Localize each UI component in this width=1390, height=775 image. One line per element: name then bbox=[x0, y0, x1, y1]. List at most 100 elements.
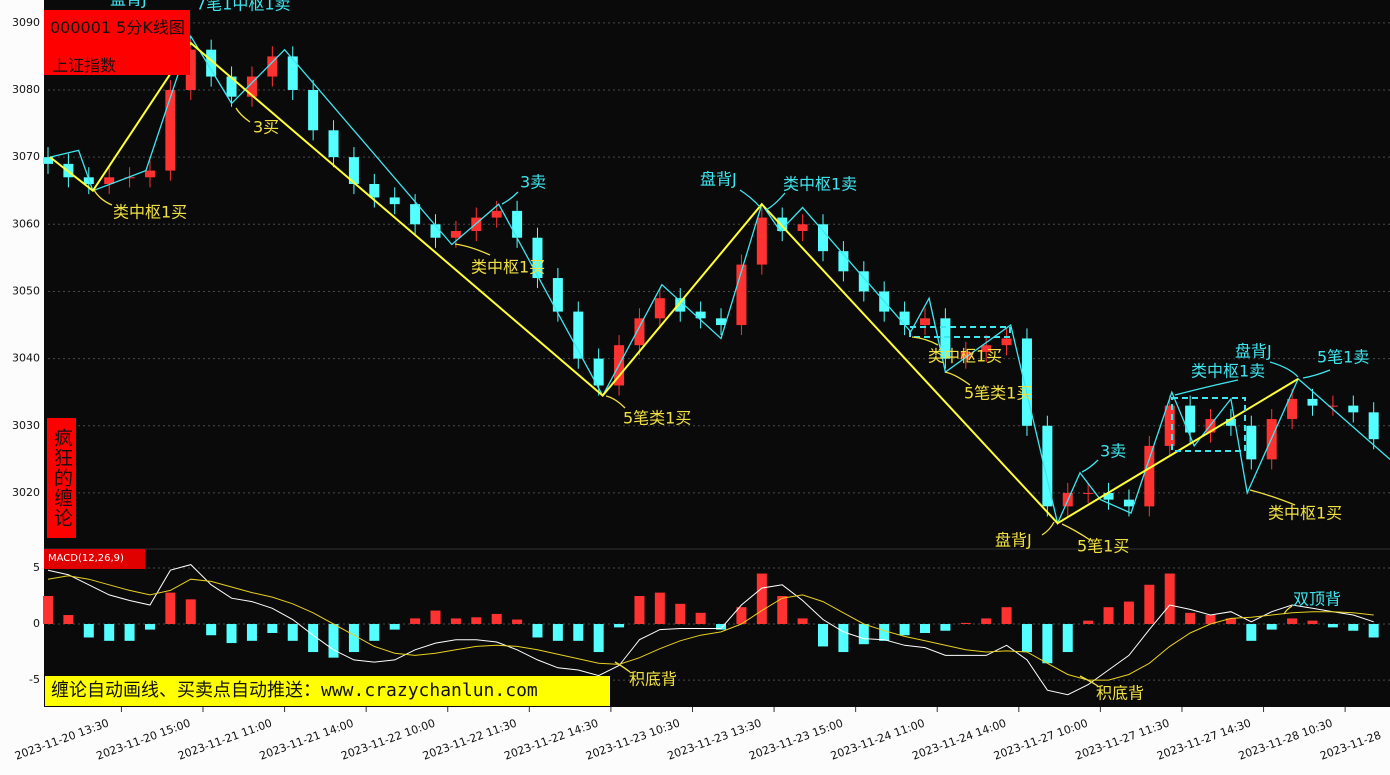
candle-body bbox=[308, 89, 319, 131]
candle-body bbox=[1083, 492, 1094, 494]
candle-body bbox=[104, 177, 115, 185]
candle-body bbox=[1368, 412, 1379, 440]
candle-body bbox=[1246, 425, 1257, 460]
candle-body bbox=[1327, 405, 1338, 407]
x-tick-label: 2023-11-28 bbox=[1318, 729, 1383, 763]
macd-bar bbox=[165, 592, 176, 625]
candle-body bbox=[960, 351, 971, 359]
candle-body bbox=[818, 224, 829, 252]
annotation: 积底背 bbox=[1096, 684, 1144, 703]
candle-body bbox=[124, 177, 135, 179]
macd-bar bbox=[675, 603, 686, 625]
arrow bbox=[765, 192, 786, 211]
macd-bar bbox=[654, 592, 665, 625]
macd-bar bbox=[981, 618, 992, 625]
candle-body bbox=[267, 56, 278, 77]
arrow bbox=[1081, 459, 1099, 473]
candle-body bbox=[1103, 492, 1114, 500]
macd-bar bbox=[1185, 612, 1196, 625]
chart-subtitle: 上证指数 bbox=[52, 56, 117, 75]
candle-body bbox=[756, 217, 767, 265]
macd-bar bbox=[695, 612, 706, 625]
candle-body bbox=[1225, 419, 1236, 426]
annotation: 类中枢1买 bbox=[113, 203, 187, 222]
macd-bar bbox=[389, 624, 400, 630]
y-tick-label: 3030 bbox=[12, 419, 40, 432]
candle-body bbox=[1021, 338, 1032, 426]
macd-bar bbox=[777, 595, 788, 625]
candle-body bbox=[369, 184, 380, 198]
macd-bar bbox=[1348, 624, 1359, 631]
macd-bar bbox=[614, 624, 625, 628]
macd-bar bbox=[1042, 624, 1053, 664]
macd-bar bbox=[226, 624, 237, 644]
stroke-line bbox=[49, 34, 1390, 526]
annotation: 3卖 bbox=[1100, 442, 1126, 461]
annotation: 类中枢1买 bbox=[471, 258, 545, 277]
arrow bbox=[1249, 489, 1296, 506]
macd-bar bbox=[1287, 618, 1298, 625]
candle-body bbox=[389, 197, 400, 205]
macd-bar bbox=[471, 617, 482, 625]
y-tick-label: 3040 bbox=[12, 352, 40, 365]
macd-bar bbox=[532, 624, 543, 638]
macd-bar bbox=[838, 624, 849, 653]
macd-bar bbox=[1205, 615, 1216, 625]
segment-line bbox=[49, 41, 1299, 525]
macd-bar bbox=[879, 624, 890, 641]
candle-body bbox=[919, 318, 930, 326]
candle-body bbox=[716, 318, 727, 326]
macd-bar bbox=[267, 624, 278, 633]
macd-bar bbox=[1368, 624, 1379, 638]
macd-bar bbox=[348, 624, 359, 653]
arrow bbox=[1174, 379, 1239, 396]
candle-body bbox=[410, 204, 421, 225]
candle-body bbox=[1001, 338, 1012, 346]
header-box: 000001 5分K线图 上证指数 bbox=[44, 10, 190, 75]
annotation: 积底背 bbox=[629, 670, 677, 689]
annotation: 盘背J bbox=[110, 0, 147, 9]
arrow bbox=[614, 661, 631, 673]
macd-bar bbox=[960, 622, 971, 625]
arrow bbox=[1041, 521, 1055, 536]
macd-bar bbox=[1062, 624, 1073, 653]
annotation: 5笔1买 bbox=[1077, 537, 1129, 556]
macd-bar bbox=[634, 595, 645, 625]
arrow bbox=[501, 191, 519, 205]
candle-body bbox=[1287, 398, 1298, 420]
candle-body bbox=[858, 271, 869, 292]
macd-bar bbox=[43, 595, 53, 625]
macd-bar bbox=[206, 624, 217, 636]
macd-bar bbox=[756, 573, 767, 625]
arrow bbox=[944, 371, 971, 386]
candle-body bbox=[165, 89, 176, 171]
marks bbox=[43, 22, 1390, 696]
arrows bbox=[93, 107, 1331, 687]
macd-bar bbox=[185, 599, 196, 625]
annotation: 盘背J bbox=[995, 531, 1032, 550]
candle-body bbox=[450, 231, 461, 238]
annotation: 5笔类1买 bbox=[623, 409, 691, 428]
macd-bar bbox=[104, 624, 115, 641]
candle-body bbox=[634, 318, 645, 346]
candle-body bbox=[654, 298, 665, 319]
watermark: 疯狂的缠论 bbox=[47, 418, 76, 538]
candle-body bbox=[1185, 405, 1196, 433]
candle-body bbox=[695, 311, 706, 319]
candle-body bbox=[777, 217, 788, 232]
macd-bar bbox=[736, 607, 747, 625]
candle-body bbox=[1042, 425, 1053, 507]
macd-bar bbox=[83, 624, 94, 638]
macd-bar bbox=[1164, 573, 1175, 625]
macd-bar bbox=[1001, 607, 1012, 625]
macd-bar bbox=[1225, 618, 1236, 625]
macd-bar bbox=[716, 624, 727, 630]
arrow bbox=[454, 243, 491, 256]
dea-line bbox=[47, 575, 1374, 681]
candle-body bbox=[1144, 445, 1155, 507]
candle-body bbox=[491, 210, 502, 218]
y-tick-label: 5 bbox=[33, 561, 40, 574]
candle-body bbox=[43, 157, 53, 164]
macd-bar bbox=[450, 618, 461, 625]
